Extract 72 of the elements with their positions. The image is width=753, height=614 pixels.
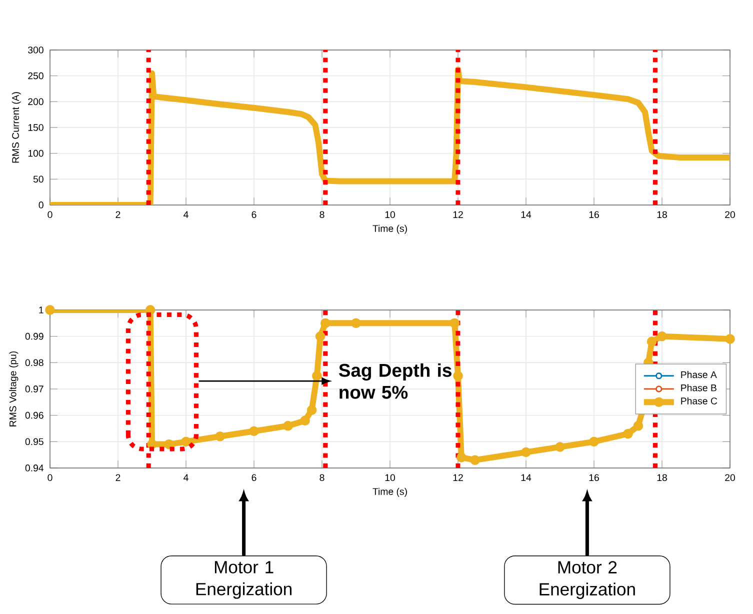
point [315, 331, 326, 342]
y-tick-label: 0.99 [25, 332, 44, 340]
point [145, 305, 156, 315]
y-tick-label: 1 [39, 306, 44, 314]
point [450, 318, 460, 328]
x-tick-label: 12 [453, 211, 463, 218]
x-axis-title: Time (s) [372, 488, 407, 497]
point [249, 426, 259, 436]
x-tick-label: 0 [48, 211, 52, 218]
y-tick-label: 0.95 [25, 438, 44, 446]
y-tick-label: 150 [28, 124, 44, 131]
legend-label: Phase A [681, 371, 717, 378]
x-tick-label: 8 [320, 474, 324, 482]
x-tick-label: 8 [320, 211, 324, 218]
point [147, 439, 157, 450]
point [657, 331, 667, 342]
x-tick-label: 4 [184, 211, 188, 218]
x-tick-label: 16 [589, 474, 599, 482]
y-tick-label: 300 [28, 46, 44, 54]
x-axis-title: Time (s) [372, 224, 407, 234]
y-tick-label: 50 [33, 176, 44, 183]
y-axis-title: RMS Current (A) [12, 92, 21, 163]
point [725, 334, 735, 344]
text: Motor 1 Energization [196, 561, 292, 599]
point [320, 318, 330, 328]
y-tick-label: 0.98 [25, 359, 44, 366]
x-tick-label: 0 [48, 474, 52, 482]
x-tick-label: 12 [453, 474, 463, 481]
y-tick-label: 0.94 [25, 464, 44, 472]
x-tick-label: 6 [252, 474, 256, 482]
x-tick-label: 4 [184, 474, 188, 481]
point [456, 452, 466, 462]
point [283, 420, 293, 431]
x-tick-label: 16 [589, 211, 599, 218]
point [312, 370, 322, 381]
point [45, 305, 55, 315]
x-tick-label: 20 [725, 474, 735, 482]
point [181, 436, 191, 447]
point [646, 336, 657, 347]
text: Motor 2 Energization [540, 561, 635, 599]
point [453, 370, 463, 381]
x-tick-label: 14 [521, 211, 532, 218]
x-tick-label: 6 [252, 211, 256, 218]
x-tick-label: 2 [116, 474, 120, 481]
point [623, 428, 633, 439]
y-tick-label: 0 [38, 202, 44, 208]
point [589, 436, 599, 447]
point [351, 318, 361, 328]
y-tick-label: 250 [28, 72, 44, 80]
y-tick-label: 200 [28, 98, 44, 106]
point [300, 416, 310, 426]
y-tick-label: 0.96 [25, 412, 44, 419]
x-tick-label: 10 [385, 211, 395, 218]
point [633, 420, 644, 431]
y-tick-label: 0.97 [25, 386, 44, 392]
point [164, 439, 174, 450]
point [521, 447, 531, 458]
x-tick-label: 20 [725, 211, 735, 218]
point [555, 442, 565, 452]
x-tick-label: 14 [521, 474, 532, 481]
point [215, 431, 225, 442]
legend-label: Phase C [681, 397, 718, 404]
x-tick-label: 18 [657, 474, 667, 482]
x-tick-label: 18 [657, 211, 667, 218]
x-tick-label: 2 [116, 211, 120, 218]
legend-label: Phase B [681, 384, 716, 392]
point [470, 455, 480, 466]
x-tick-label: 10 [385, 474, 395, 482]
y-tick-label: 100 [28, 150, 44, 157]
point [306, 405, 317, 415]
y-axis-title: RMS Voltage (pu) [9, 351, 18, 426]
annotation: Sag Depth is now 5% [338, 363, 452, 399]
